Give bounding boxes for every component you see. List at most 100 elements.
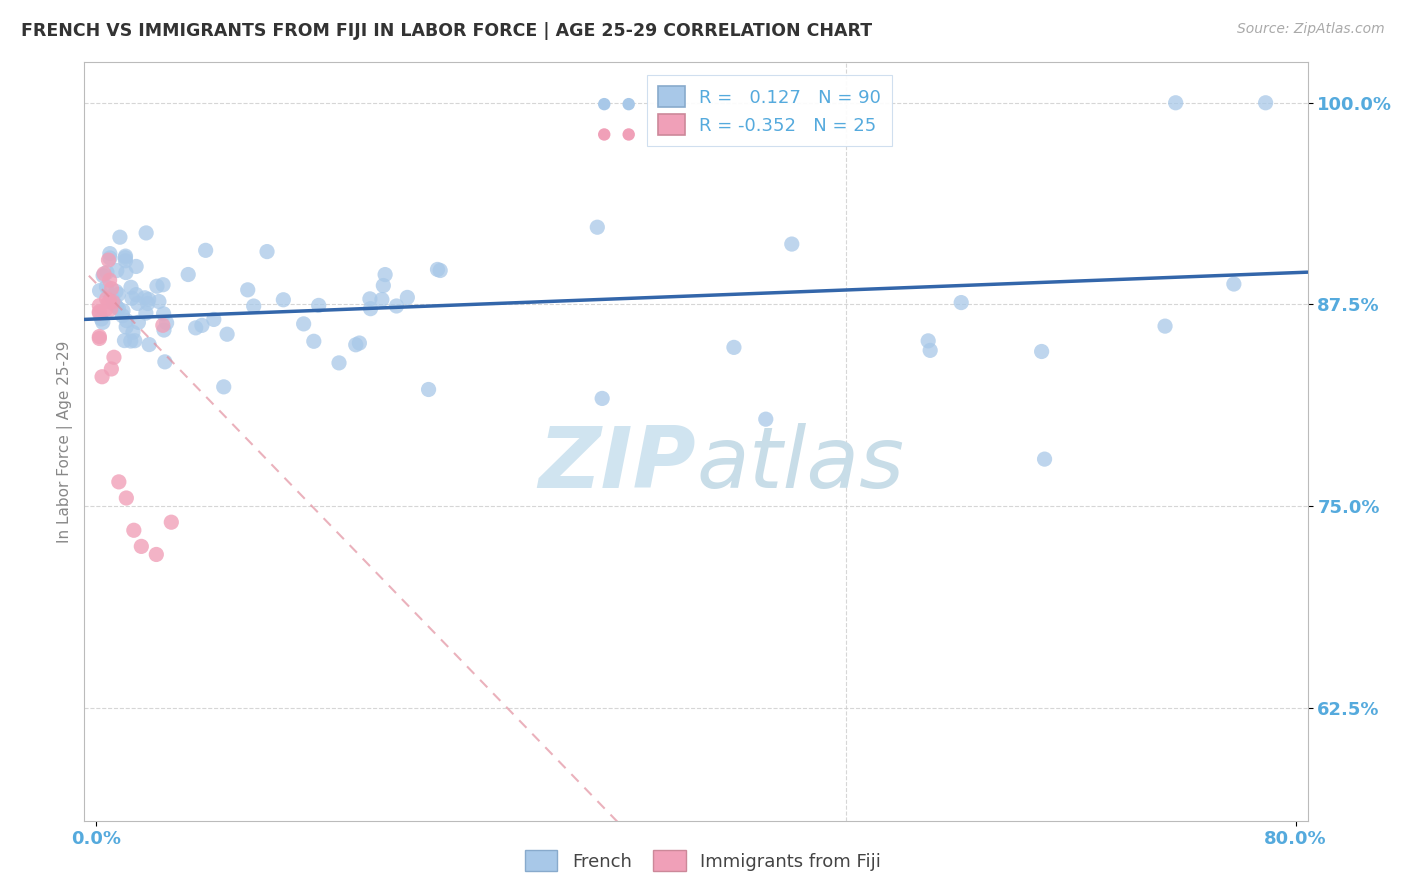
Point xyxy=(920,343,942,358)
Point xyxy=(103,297,125,311)
Point xyxy=(752,249,775,263)
Point xyxy=(134,291,156,305)
Point xyxy=(127,315,149,329)
Point xyxy=(98,251,121,265)
Point xyxy=(374,268,396,282)
Point xyxy=(114,249,136,263)
Point xyxy=(100,282,122,296)
Point xyxy=(308,298,330,312)
Point xyxy=(131,540,153,554)
Point xyxy=(93,267,115,281)
Point xyxy=(89,331,111,345)
Point xyxy=(723,340,745,354)
Point xyxy=(156,316,179,330)
Point xyxy=(94,302,117,317)
Point xyxy=(108,475,131,489)
Point xyxy=(111,309,134,323)
Point xyxy=(292,317,315,331)
Point xyxy=(153,323,176,337)
Point xyxy=(115,314,138,328)
Point xyxy=(328,356,350,370)
Point xyxy=(105,263,128,277)
Point xyxy=(194,244,217,258)
Point xyxy=(122,523,145,537)
Point xyxy=(152,318,174,333)
Point xyxy=(371,293,394,307)
Point xyxy=(107,287,129,301)
Point xyxy=(950,295,973,310)
Legend: French, Immigrants from Fiji: French, Immigrants from Fiji xyxy=(517,843,889,879)
Point xyxy=(1254,95,1277,110)
Point xyxy=(91,268,114,283)
Point xyxy=(160,515,183,529)
Point xyxy=(152,307,174,321)
Point xyxy=(96,265,118,279)
Point xyxy=(121,291,143,305)
Point xyxy=(100,289,122,303)
Point xyxy=(97,253,120,268)
Point xyxy=(273,293,295,307)
Text: atlas: atlas xyxy=(696,423,904,506)
Point xyxy=(96,280,118,294)
Point xyxy=(115,319,138,334)
Point xyxy=(586,220,609,235)
Point xyxy=(373,278,395,293)
Point xyxy=(127,296,149,310)
Point xyxy=(138,293,160,307)
Point xyxy=(1033,452,1056,467)
Point xyxy=(723,185,745,199)
Point xyxy=(135,306,157,320)
Point xyxy=(125,260,148,274)
Point xyxy=(104,285,127,299)
Point xyxy=(202,312,225,326)
Point xyxy=(138,337,160,351)
Point xyxy=(191,318,214,333)
Y-axis label: In Labor Force | Age 25-29: In Labor Force | Age 25-29 xyxy=(58,341,73,542)
Point xyxy=(349,336,371,351)
Point xyxy=(89,304,111,318)
Point xyxy=(242,299,264,313)
Point xyxy=(114,334,136,348)
Point xyxy=(120,280,142,294)
Point xyxy=(100,362,122,376)
Point xyxy=(104,296,127,310)
Point xyxy=(96,292,118,306)
Point xyxy=(1164,95,1187,110)
Point xyxy=(152,277,174,292)
Point xyxy=(146,279,169,293)
Point xyxy=(148,294,170,309)
Point xyxy=(256,244,278,259)
Point xyxy=(98,294,121,309)
Text: FRENCH VS IMMIGRANTS FROM FIJI IN LABOR FORCE | AGE 25-29 CORRELATION CHART: FRENCH VS IMMIGRANTS FROM FIJI IN LABOR … xyxy=(21,22,872,40)
Point xyxy=(426,262,449,277)
Text: ZIP: ZIP xyxy=(538,423,696,506)
Point xyxy=(236,283,259,297)
Point xyxy=(91,315,114,329)
Point xyxy=(591,392,613,406)
Point xyxy=(212,380,235,394)
Point xyxy=(723,249,745,263)
Point xyxy=(1223,277,1246,291)
Point xyxy=(360,301,382,316)
Point xyxy=(1031,344,1053,359)
Point xyxy=(135,226,157,240)
Point xyxy=(114,251,136,265)
Point xyxy=(91,369,114,384)
Point xyxy=(1154,319,1177,334)
Point xyxy=(108,230,131,244)
Point xyxy=(177,268,200,282)
Point xyxy=(98,246,121,260)
Point xyxy=(89,284,111,298)
Point xyxy=(136,296,159,310)
Point xyxy=(105,300,128,314)
Point xyxy=(122,326,145,340)
Point xyxy=(115,266,138,280)
Point xyxy=(98,294,121,309)
Point xyxy=(302,334,325,349)
Point xyxy=(98,273,121,287)
Point xyxy=(217,327,239,342)
Point xyxy=(124,334,146,348)
Point xyxy=(145,548,167,562)
Point xyxy=(107,301,129,316)
Point xyxy=(115,491,138,505)
